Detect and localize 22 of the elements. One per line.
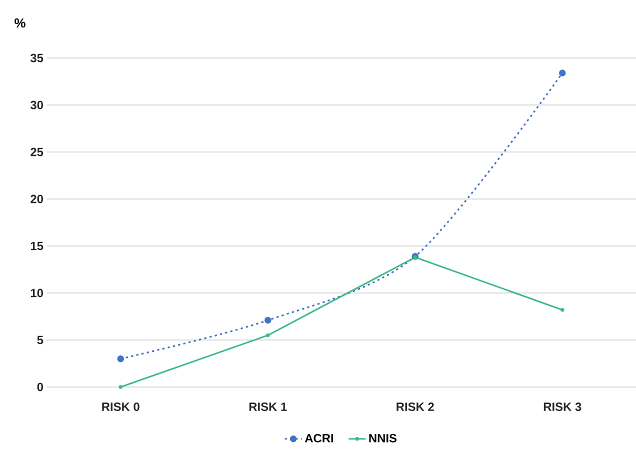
point <box>560 308 564 312</box>
y-tick-label: 35 <box>30 54 44 62</box>
y-tick-label: 25 <box>30 148 44 156</box>
x-tick-label: RISK 1 <box>249 402 287 411</box>
y-tick-label: 10 <box>30 288 43 298</box>
x-tick-label: RISK 2 <box>396 402 434 411</box>
legend-label: NNIS <box>369 434 397 442</box>
x-tick-label: RISK 0 <box>102 402 140 411</box>
y-tick-label: 5 <box>37 336 44 344</box>
point <box>558 70 566 76</box>
point <box>118 385 123 389</box>
point <box>264 316 272 324</box>
y-axis-title: % <box>14 18 26 28</box>
legend-label: ACRI <box>304 434 334 442</box>
point <box>117 355 124 362</box>
y-tick-label: 30 <box>30 100 43 110</box>
x-tick-label: RISK 3 <box>544 402 582 412</box>
y-tick-label: 0 <box>37 382 43 392</box>
y-tick-label: 15 <box>30 242 44 250</box>
point <box>413 255 418 260</box>
y-tick-label: 20 <box>30 194 43 204</box>
point <box>266 333 270 338</box>
